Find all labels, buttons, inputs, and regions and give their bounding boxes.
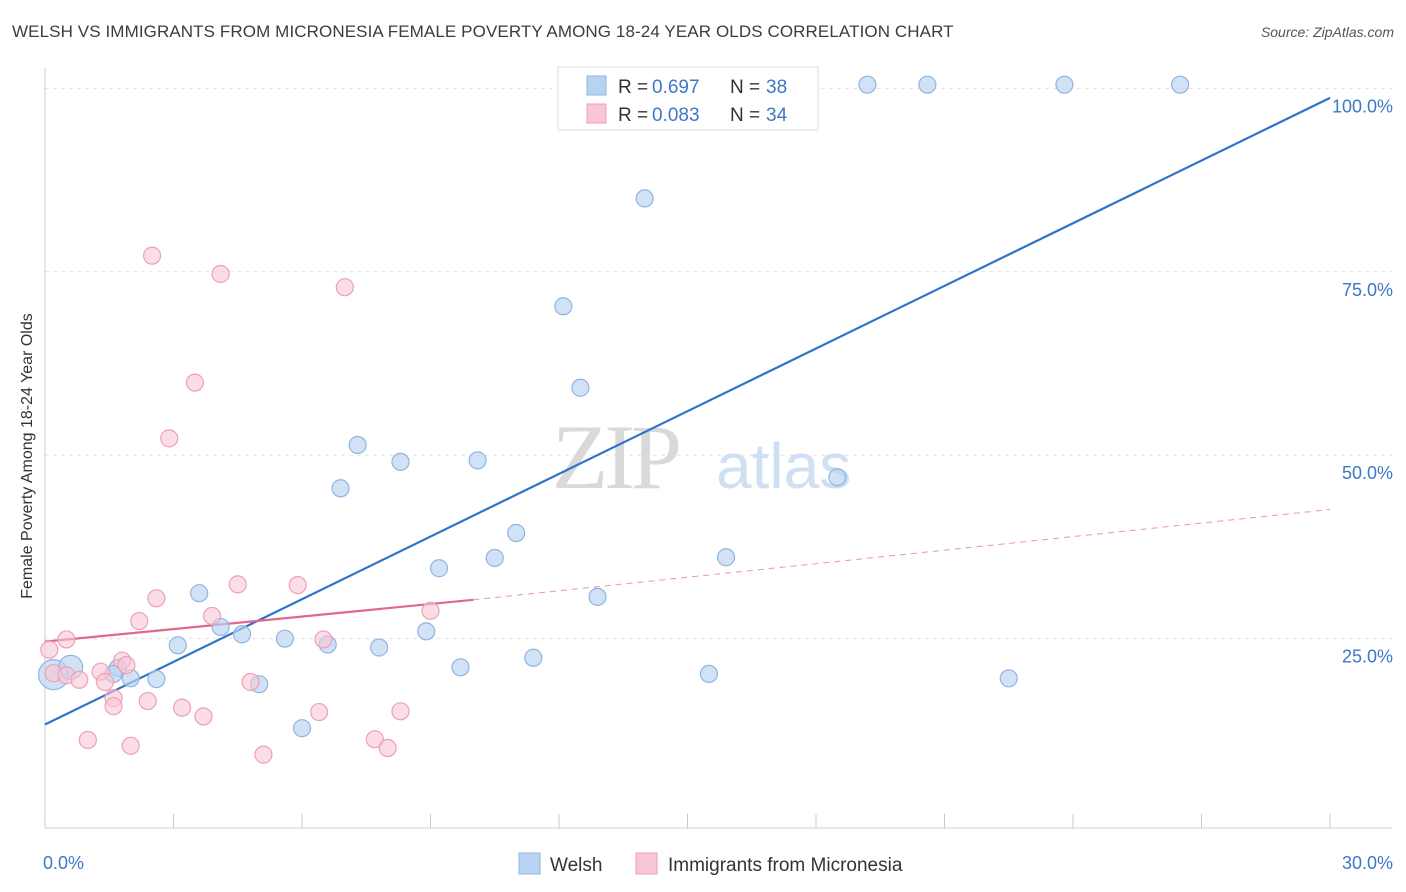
point-welsh[interactable] [588, 587, 607, 606]
point-micronesia[interactable] [254, 745, 273, 764]
legend-n-label: N = [730, 77, 760, 98]
legend-n-value: 34 [766, 105, 788, 126]
point-micronesia[interactable] [70, 670, 89, 689]
point-welsh[interactable] [429, 559, 449, 578]
point-welsh[interactable] [232, 625, 252, 644]
point-micronesia[interactable] [378, 738, 397, 758]
point-welsh[interactable] [858, 75, 877, 94]
point-welsh[interactable] [275, 629, 294, 648]
point-welsh[interactable] [292, 719, 312, 738]
legend-r-value: 0.083 [652, 105, 700, 126]
point-micronesia[interactable] [310, 702, 329, 722]
legend-n-label: N = [730, 105, 760, 126]
point-welsh[interactable] [168, 636, 187, 655]
legend-r-label: R = [618, 105, 648, 126]
x-tick-label: 30.0% [1342, 853, 1393, 873]
legend-n-value: 38 [766, 77, 787, 98]
point-micronesia[interactable] [78, 730, 97, 750]
legend-bottom-swatch [635, 852, 658, 875]
point-welsh[interactable] [1170, 75, 1190, 94]
point-micronesia[interactable] [104, 697, 123, 716]
point-welsh[interactable] [554, 297, 573, 316]
point-welsh[interactable] [524, 648, 543, 667]
point-welsh[interactable] [391, 452, 410, 471]
point-welsh[interactable] [918, 75, 937, 94]
tick-labels: 25.0% 50.0% 75.0% 100.0% 0.0% 30.0% [43, 96, 1393, 873]
point-micronesia[interactable] [365, 730, 384, 749]
point-micronesia[interactable] [241, 672, 260, 692]
point-micronesia[interactable] [142, 246, 162, 265]
grid-lines [45, 87, 1392, 640]
point-micronesia[interactable] [130, 611, 149, 631]
legend-bottom: Welsh Immigrants from Micronesia [518, 852, 903, 876]
point-welsh[interactable] [417, 622, 436, 641]
point-micronesia[interactable] [40, 640, 59, 659]
point-micronesia[interactable] [194, 707, 213, 726]
data-points [37, 75, 1190, 764]
legend-r-value: 0.697 [652, 77, 700, 98]
legend-swatch [586, 75, 607, 96]
point-welsh[interactable] [190, 584, 209, 603]
legend-bottom-label: Welsh [550, 855, 602, 876]
legend-top: R = 0.697 N = 38 R = 0.083 N = 34 [557, 66, 819, 131]
point-micronesia[interactable] [172, 698, 192, 717]
point-micronesia[interactable] [288, 576, 307, 595]
point-welsh[interactable] [635, 189, 654, 208]
watermark-atlas: atlas [716, 430, 851, 502]
point-micronesia[interactable] [147, 589, 166, 608]
point-micronesia[interactable] [95, 672, 115, 692]
axes [44, 68, 1392, 829]
point-micronesia[interactable] [57, 630, 76, 649]
point-micronesia[interactable] [121, 736, 140, 755]
point-micronesia[interactable] [185, 373, 205, 392]
y-tick-label: 75.0% [1342, 280, 1393, 300]
point-micronesia[interactable] [314, 630, 333, 649]
point-welsh[interactable] [468, 451, 487, 470]
y-tick-label: 25.0% [1342, 647, 1393, 667]
point-welsh[interactable] [716, 548, 736, 567]
legend-swatch [586, 103, 607, 124]
point-micronesia[interactable] [202, 606, 222, 626]
legend-r-label: R = [618, 77, 648, 98]
point-micronesia[interactable] [391, 702, 410, 721]
point-welsh[interactable] [485, 548, 504, 568]
point-welsh[interactable] [147, 669, 166, 689]
point-welsh[interactable] [1055, 75, 1074, 94]
point-welsh[interactable] [828, 468, 847, 487]
point-welsh[interactable] [331, 479, 350, 498]
point-welsh[interactable] [571, 378, 590, 397]
chart-title: WELSH VS IMMIGRANTS FROM MICRONESIA FEMA… [12, 22, 954, 41]
point-micronesia[interactable] [138, 691, 157, 711]
point-welsh[interactable] [999, 669, 1018, 688]
point-micronesia[interactable] [211, 264, 230, 284]
point-micronesia[interactable] [117, 655, 136, 675]
watermark-zip: ZIP [552, 406, 679, 508]
trend-line-micronesia-extension [473, 509, 1331, 601]
point-micronesia[interactable] [421, 601, 440, 620]
point-micronesia[interactable] [228, 575, 247, 594]
point-welsh[interactable] [348, 435, 367, 455]
trend-lines [44, 96, 1331, 726]
watermark: ZIP atlas [552, 406, 851, 508]
legend-bottom-label: Immigrants from Micronesia [668, 855, 903, 876]
y-tick-label: 100.0% [1332, 96, 1393, 116]
point-welsh[interactable] [699, 664, 719, 684]
legend-bottom-swatch [518, 852, 541, 875]
source-label: Source: ZipAtlas.com [1260, 24, 1394, 40]
point-welsh[interactable] [451, 658, 470, 677]
x-tick-label: 0.0% [43, 853, 84, 873]
point-micronesia[interactable] [335, 278, 354, 297]
point-welsh[interactable] [507, 523, 526, 543]
trend-line-micronesia [44, 598, 474, 643]
point-welsh[interactable] [370, 638, 389, 657]
y-tick-label: 50.0% [1342, 463, 1393, 483]
point-micronesia[interactable] [160, 429, 179, 448]
